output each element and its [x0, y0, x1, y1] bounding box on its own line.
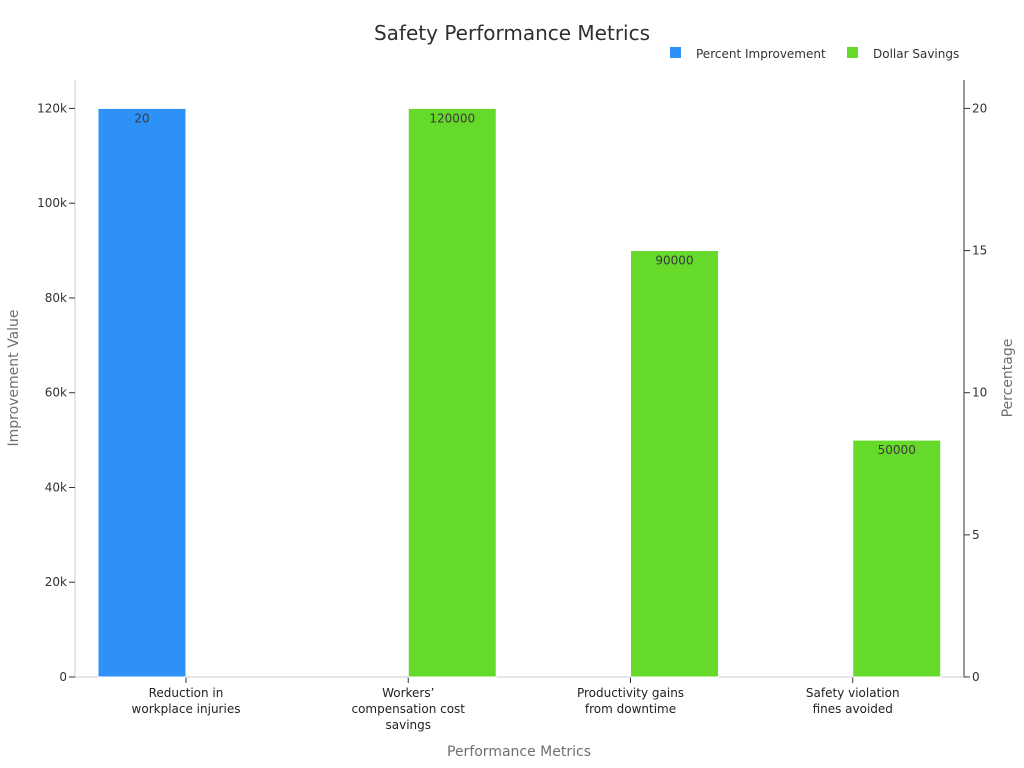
y-axis-title: Improvement Value [6, 309, 22, 446]
bar [407, 107, 497, 678]
y2-tick-label: 10 [972, 386, 987, 400]
legend-swatch [670, 47, 681, 58]
y2-tick-label: 5 [972, 528, 980, 542]
x-tick-label: Workers’ compensation cost savings [351, 686, 465, 732]
bar [852, 439, 942, 678]
x-tick-label: Reduction in workplace injuries [132, 686, 241, 716]
y2-tick-label: 20 [972, 101, 987, 115]
chart-title: Safety Performance Metrics [374, 21, 650, 45]
data-labels: 20 120000 90000 50000 [134, 111, 915, 457]
data-label: 20 [134, 111, 149, 125]
y-tick-label: 120k [37, 101, 67, 115]
legend-label: Percent Improvement [696, 47, 826, 61]
bar [630, 250, 719, 678]
data-label: 50000 [878, 443, 916, 457]
legend-label: Dollar Savings [873, 47, 959, 61]
data-label: 90000 [655, 254, 693, 268]
legend: Percent Improvement Dollar Savings [670, 47, 959, 61]
bars [97, 107, 942, 678]
y-tick-label: 80k [45, 291, 67, 305]
y-tick-label: 60k [45, 386, 67, 400]
y2-tick-label: 15 [972, 244, 987, 258]
y2-tick-label: 0 [972, 670, 980, 684]
axes: 0 20k 40k 60k 80k 100k 120k 0 5 10 15 20 Reduction i… [37, 80, 987, 732]
legend-swatch [847, 47, 858, 58]
y-tick-label: 0 [59, 670, 67, 684]
x-axis-title: Performance Metrics [447, 744, 591, 760]
x-tick-label: Productivity gains from downtime [577, 686, 684, 716]
x-tick-label: Safety violation fines avoided [806, 686, 900, 716]
y-tick-label: 100k [37, 196, 67, 210]
y-tick-label: 40k [45, 480, 67, 494]
y2-axis-title: Percentage [1000, 339, 1016, 418]
data-label: 120000 [429, 111, 475, 125]
bar [97, 107, 187, 678]
y-tick-label: 20k [45, 575, 67, 589]
